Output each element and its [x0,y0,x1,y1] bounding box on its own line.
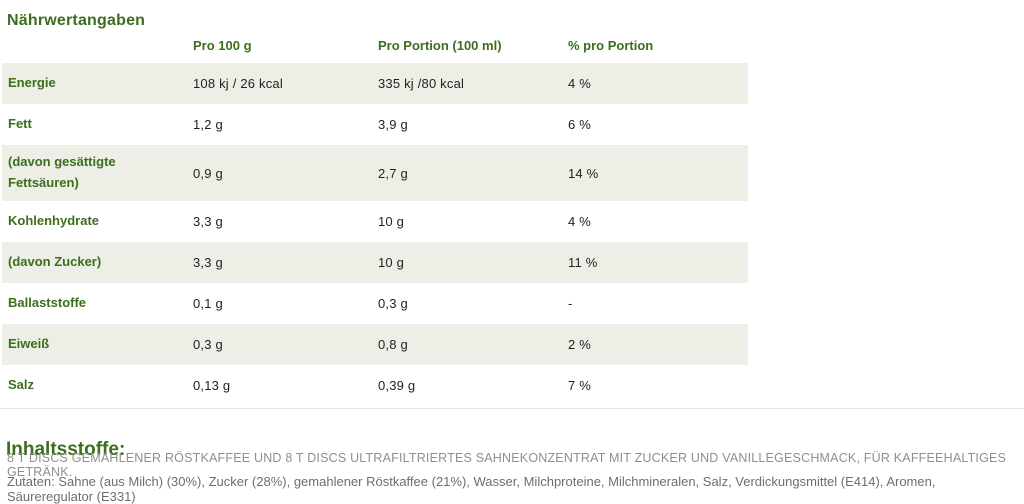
row-per-100g: 3,3 g [193,214,223,229]
row-per-100g: 0,9 g [193,165,223,181]
row-label: (davon gesättigte Fettsäuren) [8,154,116,190]
col-header-pct-portion: % pro Portion [568,37,654,53]
row-per-portion: 335 kj /80 kcal [378,76,465,91]
row-per-portion: 0,8 g [378,337,408,352]
row-pct-portion: - [568,296,573,311]
table-row-gesaettigte-fettsaeuren: (davon gesättigte Fettsäuren) 0,9 g 2,7 … [2,145,748,201]
ingredients-list: Zutaten: Sahne (aus Milch) (30%), Zucker… [7,474,936,504]
row-per-portion: 2,7 g [378,165,408,181]
row-label: Eiweiß [8,336,50,352]
row-per-100g: 1,2 g [193,117,223,132]
row-per-portion: 3,9 g [378,117,408,132]
row-label: Ballaststoffe [8,295,87,311]
row-per-portion: 0,39 g [378,378,416,393]
row-label: Fett [8,116,32,132]
row-per-portion: 0,3 g [378,296,408,311]
row-pct-portion: 7 % [568,378,592,393]
row-per-100g: 3,3 g [193,255,223,270]
row-pct-portion: 4 % [568,214,592,229]
table-row-energie: Energie 108 kj / 26 kcal 335 kj /80 kcal… [2,63,748,104]
row-pct-portion: 6 % [568,117,592,132]
row-per-100g: 0,13 g [193,378,231,393]
row-pct-portion: 2 % [568,337,592,352]
row-per-portion: 10 g [378,255,405,270]
table-row-zucker: (davon Zucker) 3,3 g 10 g 11 % [2,242,748,283]
row-per-portion: 10 g [378,214,405,229]
table-row-fett: Fett 1,2 g 3,9 g 6 % [2,104,748,145]
section-divider [0,408,1024,409]
table-row-ballaststoffe: Ballaststoffe 0,1 g 0,3 g - [2,283,748,324]
table-row-kohlenhydrate: Kohlenhydrate 3,3 g 10 g 4 % [2,201,748,242]
row-per-100g: 0,1 g [193,296,223,311]
row-per-100g: 108 kj / 26 kcal [193,76,283,91]
nutrition-table: Energie 108 kj / 26 kcal 335 kj /80 kcal… [2,63,748,406]
table-row-eiweiss: Eiweiß 0,3 g 0,8 g 2 % [2,324,748,365]
ingredients-heading: Inhaltsstoffe: [6,438,126,460]
row-pct-portion: 11 % [568,255,598,270]
row-per-100g: 0,3 g [193,337,223,352]
table-header-row: Pro 100 g Pro Portion (100 ml) % pro Por… [2,32,748,58]
row-label: Energie [8,75,56,91]
nutrition-facts-page: Nährwertangaben Pro 100 g Pro Portion (1… [0,11,1024,504]
col-header-per-100g: Pro 100 g [193,37,252,53]
row-label: (davon Zucker) [8,254,102,270]
row-label: Salz [8,377,35,393]
row-pct-portion: 4 % [568,76,592,91]
ingredients-description: 8 T DISCS GEMAHLENER RÖSTKAFFEE UND 8 T … [7,451,1007,479]
row-label: Kohlenhydrate [8,213,100,229]
row-pct-portion: 14 % [568,165,599,181]
col-header-per-portion: Pro Portion (100 ml) [378,37,502,53]
page-title: Nährwertangaben [7,11,146,29]
table-row-salz: Salz 0,13 g 0,39 g 7 % [2,365,748,406]
